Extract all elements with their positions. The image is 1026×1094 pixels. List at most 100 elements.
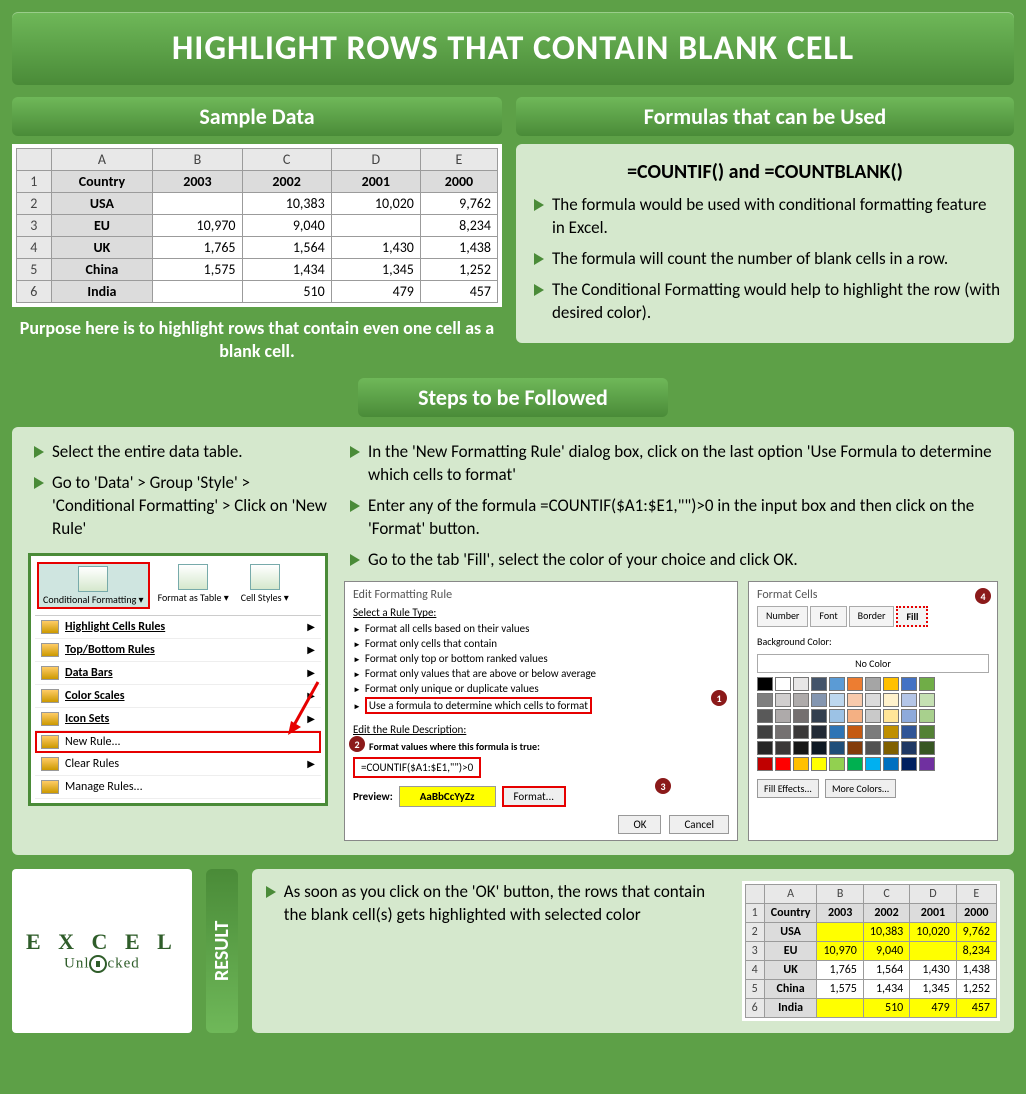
more-colors-button[interactable]: More Colors... bbox=[825, 779, 896, 798]
color-swatch[interactable] bbox=[829, 693, 845, 707]
edit-formatting-rule-dialog: Edit Formatting Rule Select a Rule Type:… bbox=[344, 581, 738, 841]
step-item: Go to 'Data' > Group 'Style' > 'Conditio… bbox=[34, 472, 328, 541]
cf-menu-item[interactable]: Highlight Cells Rules▶ bbox=[35, 616, 321, 639]
format-button[interactable]: Format... bbox=[502, 786, 567, 807]
color-swatch[interactable] bbox=[901, 709, 917, 723]
color-swatch[interactable] bbox=[847, 677, 863, 691]
color-swatch[interactable] bbox=[829, 709, 845, 723]
color-swatch[interactable] bbox=[757, 693, 773, 707]
color-swatch[interactable] bbox=[847, 709, 863, 723]
color-swatch[interactable] bbox=[757, 725, 773, 739]
edit-desc-label: Edit the Rule Description: bbox=[353, 723, 729, 736]
color-swatch[interactable] bbox=[793, 725, 809, 739]
color-swatch[interactable] bbox=[793, 677, 809, 691]
cf-menu-item[interactable]: Manage Rules... bbox=[35, 776, 321, 799]
color-swatch[interactable] bbox=[883, 693, 899, 707]
color-swatch[interactable] bbox=[811, 677, 827, 691]
cf-menu-item[interactable]: Color Scales▶ bbox=[35, 685, 321, 708]
color-swatch[interactable] bbox=[775, 757, 791, 771]
color-swatch[interactable] bbox=[793, 709, 809, 723]
color-swatch[interactable] bbox=[793, 693, 809, 707]
color-swatch[interactable] bbox=[865, 677, 881, 691]
cf-menu-item[interactable]: Top/Bottom Rules▶ bbox=[35, 639, 321, 662]
color-swatch[interactable] bbox=[919, 709, 935, 723]
color-swatch[interactable] bbox=[919, 741, 935, 755]
color-swatch[interactable] bbox=[883, 725, 899, 739]
formula-points: The formula would be used with condition… bbox=[528, 194, 1002, 325]
color-swatch[interactable] bbox=[919, 725, 935, 739]
ok-button[interactable]: OK bbox=[618, 815, 661, 834]
color-swatch[interactable] bbox=[757, 741, 773, 755]
cf-menu-item[interactable]: New Rule... bbox=[35, 731, 321, 753]
format-cells-tab[interactable]: Font bbox=[810, 606, 846, 627]
rule-type-item[interactable]: Format only unique or duplicate values bbox=[353, 681, 729, 696]
color-swatch[interactable] bbox=[865, 693, 881, 707]
cell-styles-button[interactable]: Cell Styles ▾ bbox=[237, 562, 293, 609]
formula-input[interactable]: =COUNTIF($A1:$E1,"")>0 bbox=[353, 757, 481, 778]
color-swatch[interactable] bbox=[847, 693, 863, 707]
color-swatch[interactable] bbox=[757, 709, 773, 723]
color-swatch[interactable] bbox=[775, 725, 791, 739]
color-swatch[interactable] bbox=[811, 741, 827, 755]
formula-point: The Conditional Formatting would help to… bbox=[534, 279, 1002, 325]
color-swatch[interactable] bbox=[757, 677, 773, 691]
no-color-option[interactable]: No Color bbox=[757, 654, 989, 673]
color-swatch[interactable] bbox=[775, 741, 791, 755]
color-swatch[interactable] bbox=[829, 677, 845, 691]
cf-menu-item[interactable]: Data Bars▶ bbox=[35, 662, 321, 685]
color-swatch[interactable] bbox=[901, 693, 917, 707]
color-swatch[interactable] bbox=[883, 757, 899, 771]
color-swatch[interactable] bbox=[883, 677, 899, 691]
color-swatch[interactable] bbox=[919, 757, 935, 771]
format-cells-tab[interactable]: Fill bbox=[896, 606, 928, 627]
format-cells-tab[interactable]: Border bbox=[849, 606, 895, 627]
color-swatch[interactable] bbox=[919, 677, 935, 691]
color-swatch[interactable] bbox=[811, 725, 827, 739]
color-palette[interactable] bbox=[757, 677, 989, 771]
color-swatch[interactable] bbox=[811, 693, 827, 707]
color-swatch[interactable] bbox=[775, 677, 791, 691]
color-swatch[interactable] bbox=[865, 741, 881, 755]
color-swatch[interactable] bbox=[757, 757, 773, 771]
color-swatch[interactable] bbox=[829, 741, 845, 755]
rule-type-item[interactable]: Format all cells based on their values bbox=[353, 621, 729, 636]
cf-menu-item[interactable]: Icon Sets▶ bbox=[35, 708, 321, 731]
color-swatch[interactable] bbox=[865, 709, 881, 723]
color-swatch[interactable] bbox=[865, 757, 881, 771]
color-swatch[interactable] bbox=[901, 677, 917, 691]
color-swatch[interactable] bbox=[793, 757, 809, 771]
color-swatch[interactable] bbox=[883, 709, 899, 723]
color-swatch[interactable] bbox=[829, 757, 845, 771]
fill-effects-button[interactable]: Fill Effects... bbox=[757, 779, 819, 798]
cancel-button[interactable]: Cancel bbox=[669, 815, 729, 834]
format-as-table-button[interactable]: Format as Table ▾ bbox=[154, 562, 233, 609]
format-cells-tabs[interactable]: NumberFontBorderFill bbox=[757, 606, 989, 627]
rule-type-item[interactable]: Use a formula to determine which cells t… bbox=[353, 696, 729, 715]
color-swatch[interactable] bbox=[829, 725, 845, 739]
color-swatch[interactable] bbox=[847, 725, 863, 739]
color-swatch[interactable] bbox=[865, 725, 881, 739]
color-swatch[interactable] bbox=[811, 709, 827, 723]
color-swatch[interactable] bbox=[847, 757, 863, 771]
cf-menu-item[interactable]: Clear Rules▶ bbox=[35, 753, 321, 776]
color-swatch[interactable] bbox=[847, 741, 863, 755]
steps-left-list: Select the entire data table.Go to 'Data… bbox=[28, 441, 328, 541]
conditional-formatting-button[interactable]: Conditional Formatting ▾ bbox=[37, 562, 150, 609]
format-cells-tab[interactable]: Number bbox=[757, 606, 808, 627]
color-swatch[interactable] bbox=[811, 757, 827, 771]
result-pill: RESULT bbox=[206, 869, 238, 1033]
rule-type-list[interactable]: Format all cells based on their valuesFo… bbox=[353, 621, 729, 715]
color-swatch[interactable] bbox=[901, 757, 917, 771]
preview-swatch: AaBbCcYyZz bbox=[399, 786, 496, 807]
rule-type-item[interactable]: Format only cells that contain bbox=[353, 636, 729, 651]
rule-type-item[interactable]: Format only values that are above or bel… bbox=[353, 666, 729, 681]
rule-type-item[interactable]: Format only top or bottom ranked values bbox=[353, 651, 729, 666]
color-swatch[interactable] bbox=[775, 709, 791, 723]
color-swatch[interactable] bbox=[793, 741, 809, 755]
color-swatch[interactable] bbox=[919, 693, 935, 707]
desc-sub-label: Format values where this formula is true… bbox=[369, 740, 540, 753]
color-swatch[interactable] bbox=[775, 693, 791, 707]
color-swatch[interactable] bbox=[901, 725, 917, 739]
color-swatch[interactable] bbox=[883, 741, 899, 755]
color-swatch[interactable] bbox=[901, 741, 917, 755]
